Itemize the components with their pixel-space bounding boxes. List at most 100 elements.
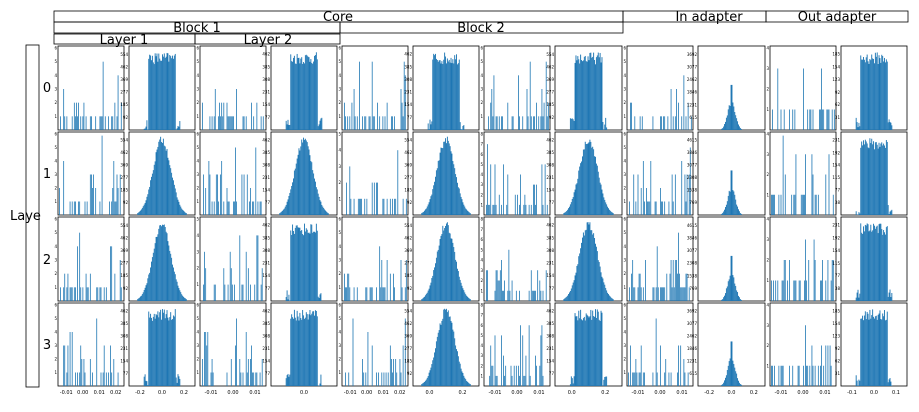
y-tick-label: 1	[196, 199, 199, 204]
histogram-bar	[252, 372, 253, 386]
y-tick-label: 1	[623, 114, 626, 119]
histogram-bar	[859, 380, 861, 386]
y-tick-label: 2	[54, 100, 57, 105]
histogram-bar	[671, 287, 673, 301]
histogram-bar	[891, 293, 893, 301]
histogram-bar	[520, 325, 521, 386]
histogram-bar	[149, 186, 151, 215]
histogram-bar	[352, 318, 354, 386]
histogram-bar	[450, 320, 452, 386]
histogram-bar	[154, 53, 156, 130]
histogram-bar	[457, 187, 459, 215]
x-tick-label: -0.2	[704, 390, 714, 396]
histogram-bar	[440, 147, 442, 215]
histogram-bar	[455, 259, 457, 301]
histogram-bar	[239, 359, 241, 386]
y-tick-label: 385	[262, 150, 270, 155]
histogram-bar	[214, 284, 216, 301]
histogram-bar	[725, 121, 726, 130]
histogram-bar	[595, 309, 596, 386]
histogram-bar	[396, 372, 398, 386]
histogram-bar	[537, 270, 539, 301]
histogram-bar	[371, 61, 373, 130]
histogram-bar	[884, 232, 885, 301]
histogram-bar	[729, 105, 731, 130]
histogram-bar	[300, 146, 302, 215]
histogram-bar	[288, 376, 290, 386]
histogram-bar	[876, 52, 878, 131]
histogram-bar	[373, 182, 375, 215]
y-tick-label: 2	[766, 343, 769, 348]
y-tick-label: 185	[404, 273, 412, 278]
histogram-bar	[590, 52, 592, 130]
histogram-bar	[862, 145, 864, 215]
histogram-bar	[394, 287, 395, 301]
histogram-bar	[580, 163, 582, 215]
histogram-bar	[144, 128, 146, 130]
histogram-bar	[467, 211, 469, 215]
histogram-bar	[859, 126, 861, 130]
histogram-bar	[652, 116, 654, 130]
y-tick-label: 5	[338, 316, 341, 321]
histogram-bar	[149, 54, 151, 130]
histogram-bar	[465, 379, 467, 386]
histogram-bar	[166, 52, 168, 131]
y-tick-label: 385	[120, 321, 128, 326]
histogram-bar	[864, 224, 866, 301]
histogram-bar	[423, 297, 425, 301]
histogram-bar	[492, 365, 494, 386]
y-tick-label: 1846	[687, 346, 698, 351]
histogram-bar	[874, 316, 876, 386]
histogram-bar	[310, 224, 312, 301]
y-tick-label: 385	[262, 321, 270, 326]
histogram-bar	[451, 238, 453, 301]
histogram-bar	[441, 147, 443, 215]
histogram-bar	[465, 294, 467, 301]
histogram-bar	[774, 365, 775, 386]
histogram-bar	[208, 161, 210, 215]
histogram-bar	[738, 382, 740, 386]
y-tick-label: 385	[262, 64, 270, 69]
histogram-bar	[145, 285, 147, 301]
y-tick-label: 6	[623, 46, 626, 51]
y-tick-label: 3692	[687, 52, 698, 57]
histogram-bar	[314, 232, 316, 301]
histogram-bar	[732, 190, 734, 215]
histogram-bar	[386, 198, 388, 215]
histogram-bar	[523, 204, 525, 216]
histogram-bar	[281, 211, 283, 215]
histogram-bar	[159, 225, 161, 301]
x-tick-label: 0.00	[77, 390, 88, 396]
histogram-bar	[381, 260, 383, 301]
histogram-bar	[223, 268, 225, 301]
histogram-bar	[724, 295, 726, 301]
histogram-bar	[528, 325, 530, 386]
histogram-bar	[631, 102, 632, 130]
y-tick-label: 277	[120, 261, 128, 266]
histogram-bar	[517, 194, 518, 215]
histogram-bar	[883, 316, 885, 386]
y-tick-label: 6	[196, 46, 199, 51]
x-tick-label: 0.00	[511, 390, 522, 396]
histogram-bar	[678, 345, 679, 386]
histogram-bar	[724, 380, 726, 386]
histogram-bar	[260, 116, 262, 130]
y-tick-label: 77	[407, 115, 413, 120]
histogram-bar	[177, 374, 179, 386]
histogram-bar	[884, 145, 885, 215]
histogram-bar	[728, 279, 730, 301]
histogram-bar	[302, 142, 304, 215]
histogram-bar	[217, 174, 218, 215]
histogram-bar	[101, 135, 103, 215]
histogram-bar	[605, 287, 607, 301]
histogram-bar	[282, 209, 284, 215]
histogram-bar	[218, 201, 219, 215]
histogram-bar	[577, 264, 579, 301]
histogram-bar	[313, 311, 315, 386]
histogram-bar	[449, 233, 451, 301]
histogram-bar	[819, 109, 820, 130]
histogram-bar	[492, 116, 494, 130]
y-tick-label: 462	[404, 235, 412, 240]
